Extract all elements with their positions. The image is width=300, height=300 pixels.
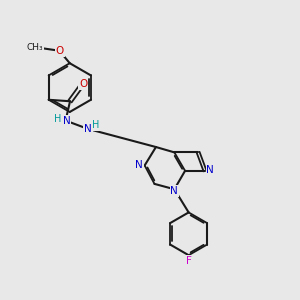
Text: N: N — [170, 186, 178, 196]
Text: H: H — [92, 120, 100, 130]
Text: N: N — [135, 160, 143, 170]
Text: F: F — [186, 256, 192, 266]
Text: O: O — [56, 46, 64, 56]
Text: N: N — [84, 124, 92, 134]
Text: H: H — [54, 114, 61, 124]
Text: CH₃: CH₃ — [26, 43, 43, 52]
Text: N: N — [206, 165, 214, 175]
Text: N: N — [63, 116, 70, 126]
Text: O: O — [79, 79, 88, 89]
